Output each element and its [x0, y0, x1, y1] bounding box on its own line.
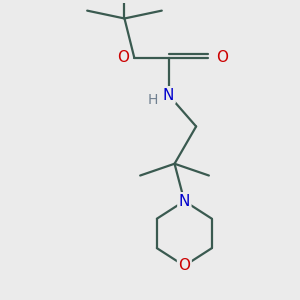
Text: H: H	[148, 93, 158, 107]
Text: N: N	[163, 88, 174, 103]
Text: O: O	[117, 50, 129, 65]
Text: O: O	[178, 258, 190, 273]
Text: N: N	[179, 194, 190, 208]
Text: O: O	[216, 50, 228, 65]
